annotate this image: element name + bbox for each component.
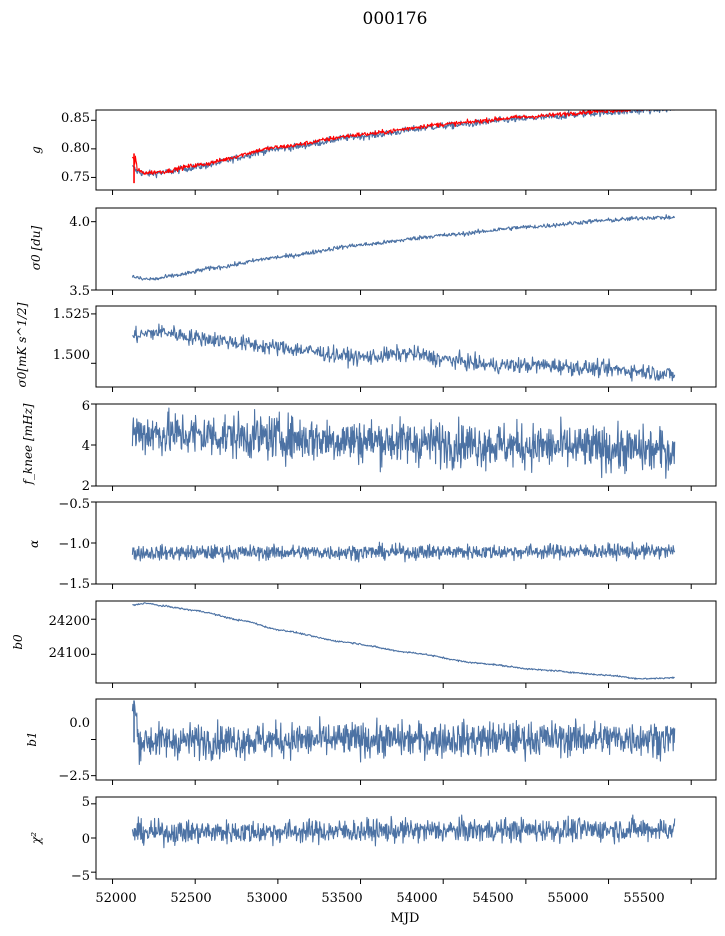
panel-sigma0_mK-frame: [95, 305, 717, 388]
x-tick-label-53500: 53500: [321, 891, 362, 906]
panel-b0-ytick-1: 24200: [49, 614, 90, 629]
panel-sigma0-mK-ytick-1: 1.525: [53, 307, 90, 322]
panel-sigma0-mK-ytick-0: 1.500: [53, 348, 90, 363]
panel-g-series-1: [131, 110, 674, 176]
x-tick-label-55000: 55000: [547, 891, 588, 906]
panel-chi2-ytick-2: 5: [82, 795, 90, 810]
panel-b0: b0 24100 24200: [11, 614, 90, 661]
x-tick-label-52500: 52500: [170, 891, 211, 906]
panel-g-ylabel: g: [29, 146, 43, 154]
panel-b0-plot: [91, 600, 717, 688]
panel-b0-ylabel: b0: [11, 634, 25, 650]
panel-b1-ytick-0: −2.5: [58, 769, 90, 784]
panel-g-ytick-2: 0.85: [61, 111, 90, 126]
panel-sigma0-frame: [95, 207, 717, 291]
panel-chi2-ylabel: χ²: [29, 832, 43, 845]
panel-g-frame: [95, 109, 717, 191]
panel-alpha-ytick-0: −1.5: [58, 577, 90, 592]
panel-alpha-series-0: [131, 541, 676, 563]
panel-fknee-ytick-0: 2: [82, 479, 90, 494]
panel-sigma0-plot: [91, 207, 717, 295]
x-tick-label-54500: 54500: [472, 891, 513, 906]
panel-g-ytick-0: 0.75: [61, 170, 90, 185]
panel-b1-series-0: [131, 701, 676, 766]
panel-alpha-plot: [91, 501, 717, 589]
panel-b1: b1 −2.5 0.0: [25, 716, 90, 784]
panel-sigma0_mK-plot: [91, 305, 717, 392]
panel-alpha-ytick-2: −0.5: [58, 497, 90, 512]
panel-sigma0-mK-ylabel: σ0[mK s^1/2]: [15, 302, 29, 387]
panel-b0-ytick-0: 24100: [49, 646, 90, 661]
panel-fknee-ytick-2: 6: [82, 399, 90, 414]
panel-sigma0_mK-series-0: [132, 323, 676, 382]
figure-title: 000176: [363, 9, 428, 29]
panel-fknee-ylabel: f_knee [mHz]: [21, 403, 35, 485]
x-tick-label-55500: 55500: [623, 891, 664, 906]
panel-b0-series-0: [132, 602, 675, 680]
panel-alpha-ylabel: α: [27, 540, 41, 548]
panel-g: g 0.75 0.80 0.85: [29, 111, 90, 185]
panel-g-ytick-1: 0.80: [61, 141, 90, 156]
x-tick-label-54000: 54000: [396, 891, 437, 906]
panel-sigma0-mK: σ0[mK s^1/2] 1.500 1.525: [15, 302, 90, 387]
panel-b1-ytick-1: 0.0: [69, 716, 90, 731]
panel-g-plot: [91, 109, 717, 195]
panel-alpha: α −1.5 −1.0 −0.5: [27, 497, 90, 592]
panel-b0-frame: [95, 600, 717, 684]
panel-b1-plot: [91, 698, 717, 785]
panel-chi2-series-0: [131, 814, 676, 849]
panel-chi2-ytick-0: −5: [71, 869, 90, 884]
panel-sigma0-series-0: [131, 214, 676, 281]
panel-chi2-plot: [91, 796, 717, 884]
panel-chi2: χ² −5 0 5: [29, 795, 90, 884]
panel-alpha-frame: [95, 501, 717, 585]
plot-layer: [91, 109, 717, 884]
panel-fknee-plot: [91, 403, 717, 491]
panel-sigma0-ytick-0: 3.5: [69, 284, 90, 299]
x-axis-label: MJD: [391, 911, 420, 926]
x-tick-label-52000: 52000: [95, 891, 136, 906]
panel-sigma0-ylabel: σ0 [du]: [29, 225, 43, 270]
x-tick-label-53000: 53000: [246, 891, 287, 906]
panel-alpha-ytick-1: −1.0: [58, 537, 90, 552]
panel-sigma0-ytick-1: 4.0: [69, 215, 90, 230]
panel-fknee: f_knee [mHz] 2 4 6: [21, 399, 90, 494]
panel-fknee-series-0: [131, 407, 676, 479]
panel-sigma0: σ0 [du] 3.5 4.0: [29, 215, 90, 299]
x-axis: 52000 52500 53000 53500 54000 54500 5500…: [95, 891, 664, 926]
panel-fknee-ytick-1: 4: [82, 439, 90, 454]
panel-g-series-0: [131, 110, 675, 179]
panel-b1-ylabel: b1: [25, 731, 39, 746]
panel-chi2-ytick-1: 0: [82, 832, 90, 847]
